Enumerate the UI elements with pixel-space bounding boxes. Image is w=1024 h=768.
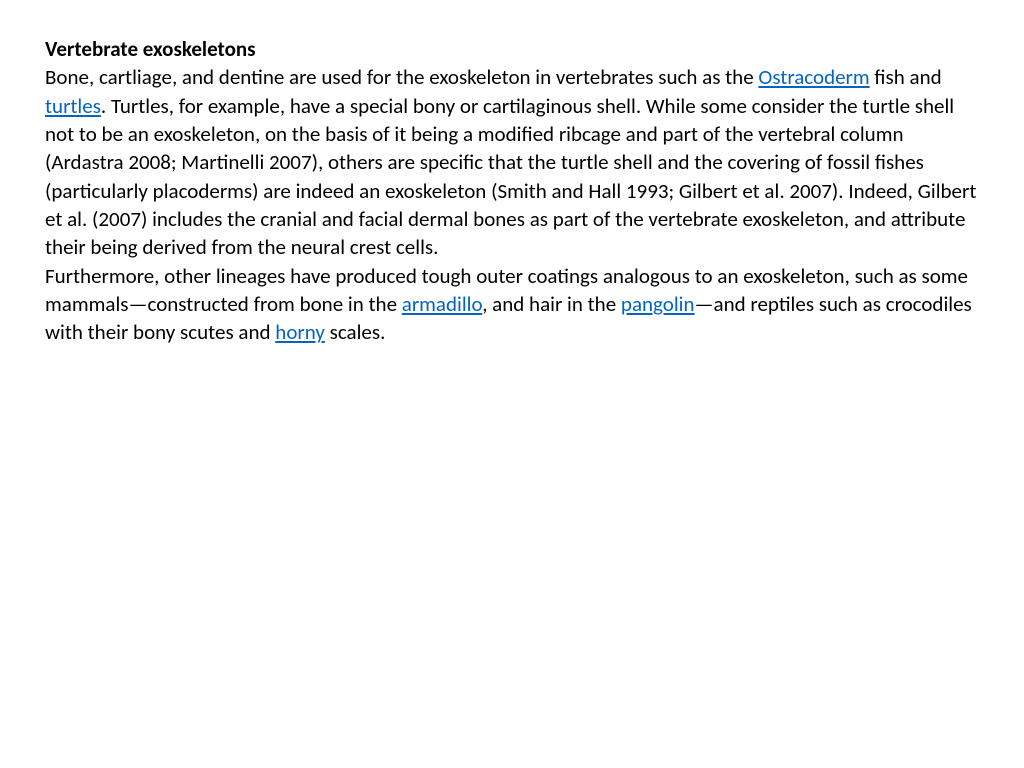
body-text-1: Bone, cartliage, and dentine are used fo… xyxy=(45,64,758,90)
body-text-2: fish and xyxy=(870,64,942,90)
link-pangolin[interactable]: pangolin xyxy=(621,291,695,317)
link-horny[interactable]: horny xyxy=(275,319,325,345)
body-text-5: , and hair in the xyxy=(482,291,621,317)
body-text-3: . Turtles, for example, have a special b… xyxy=(45,93,976,261)
section-heading: Vertebrate exoskeletons xyxy=(45,36,256,62)
document-body: Vertebrate exoskeletons Bone, cartliage,… xyxy=(45,35,979,347)
body-text-7: scales. xyxy=(325,319,386,345)
link-armadillo[interactable]: armadillo xyxy=(402,291,482,317)
link-turtles[interactable]: turtles xyxy=(45,93,101,119)
link-ostracoderm[interactable]: Ostracoderm xyxy=(758,64,869,90)
